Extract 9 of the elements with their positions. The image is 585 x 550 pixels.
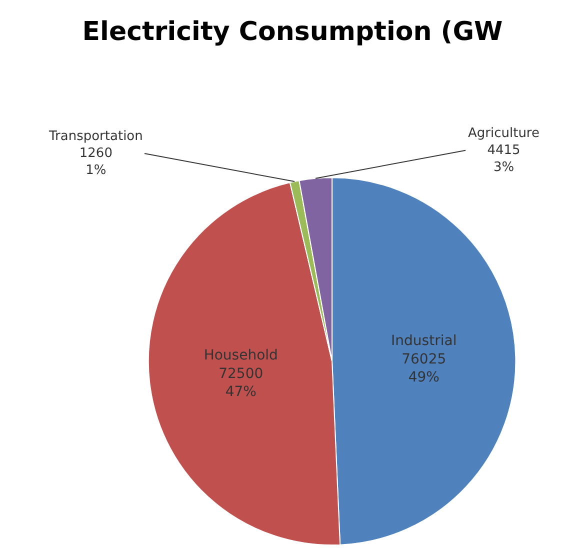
data-label: 1260 1% (79, 146, 112, 178)
data-label: 4415 3% (487, 142, 520, 175)
data-label: 72500 47% (218, 366, 264, 400)
data-label: 76025 49% (402, 351, 446, 386)
slice-label: Household (204, 348, 278, 364)
slice-label: Transportation (48, 129, 143, 144)
chart-title: Electricity Consumption (GW (82, 17, 503, 48)
slice-label: Agriculture (468, 126, 540, 141)
slice-label: Industrial (391, 333, 457, 350)
